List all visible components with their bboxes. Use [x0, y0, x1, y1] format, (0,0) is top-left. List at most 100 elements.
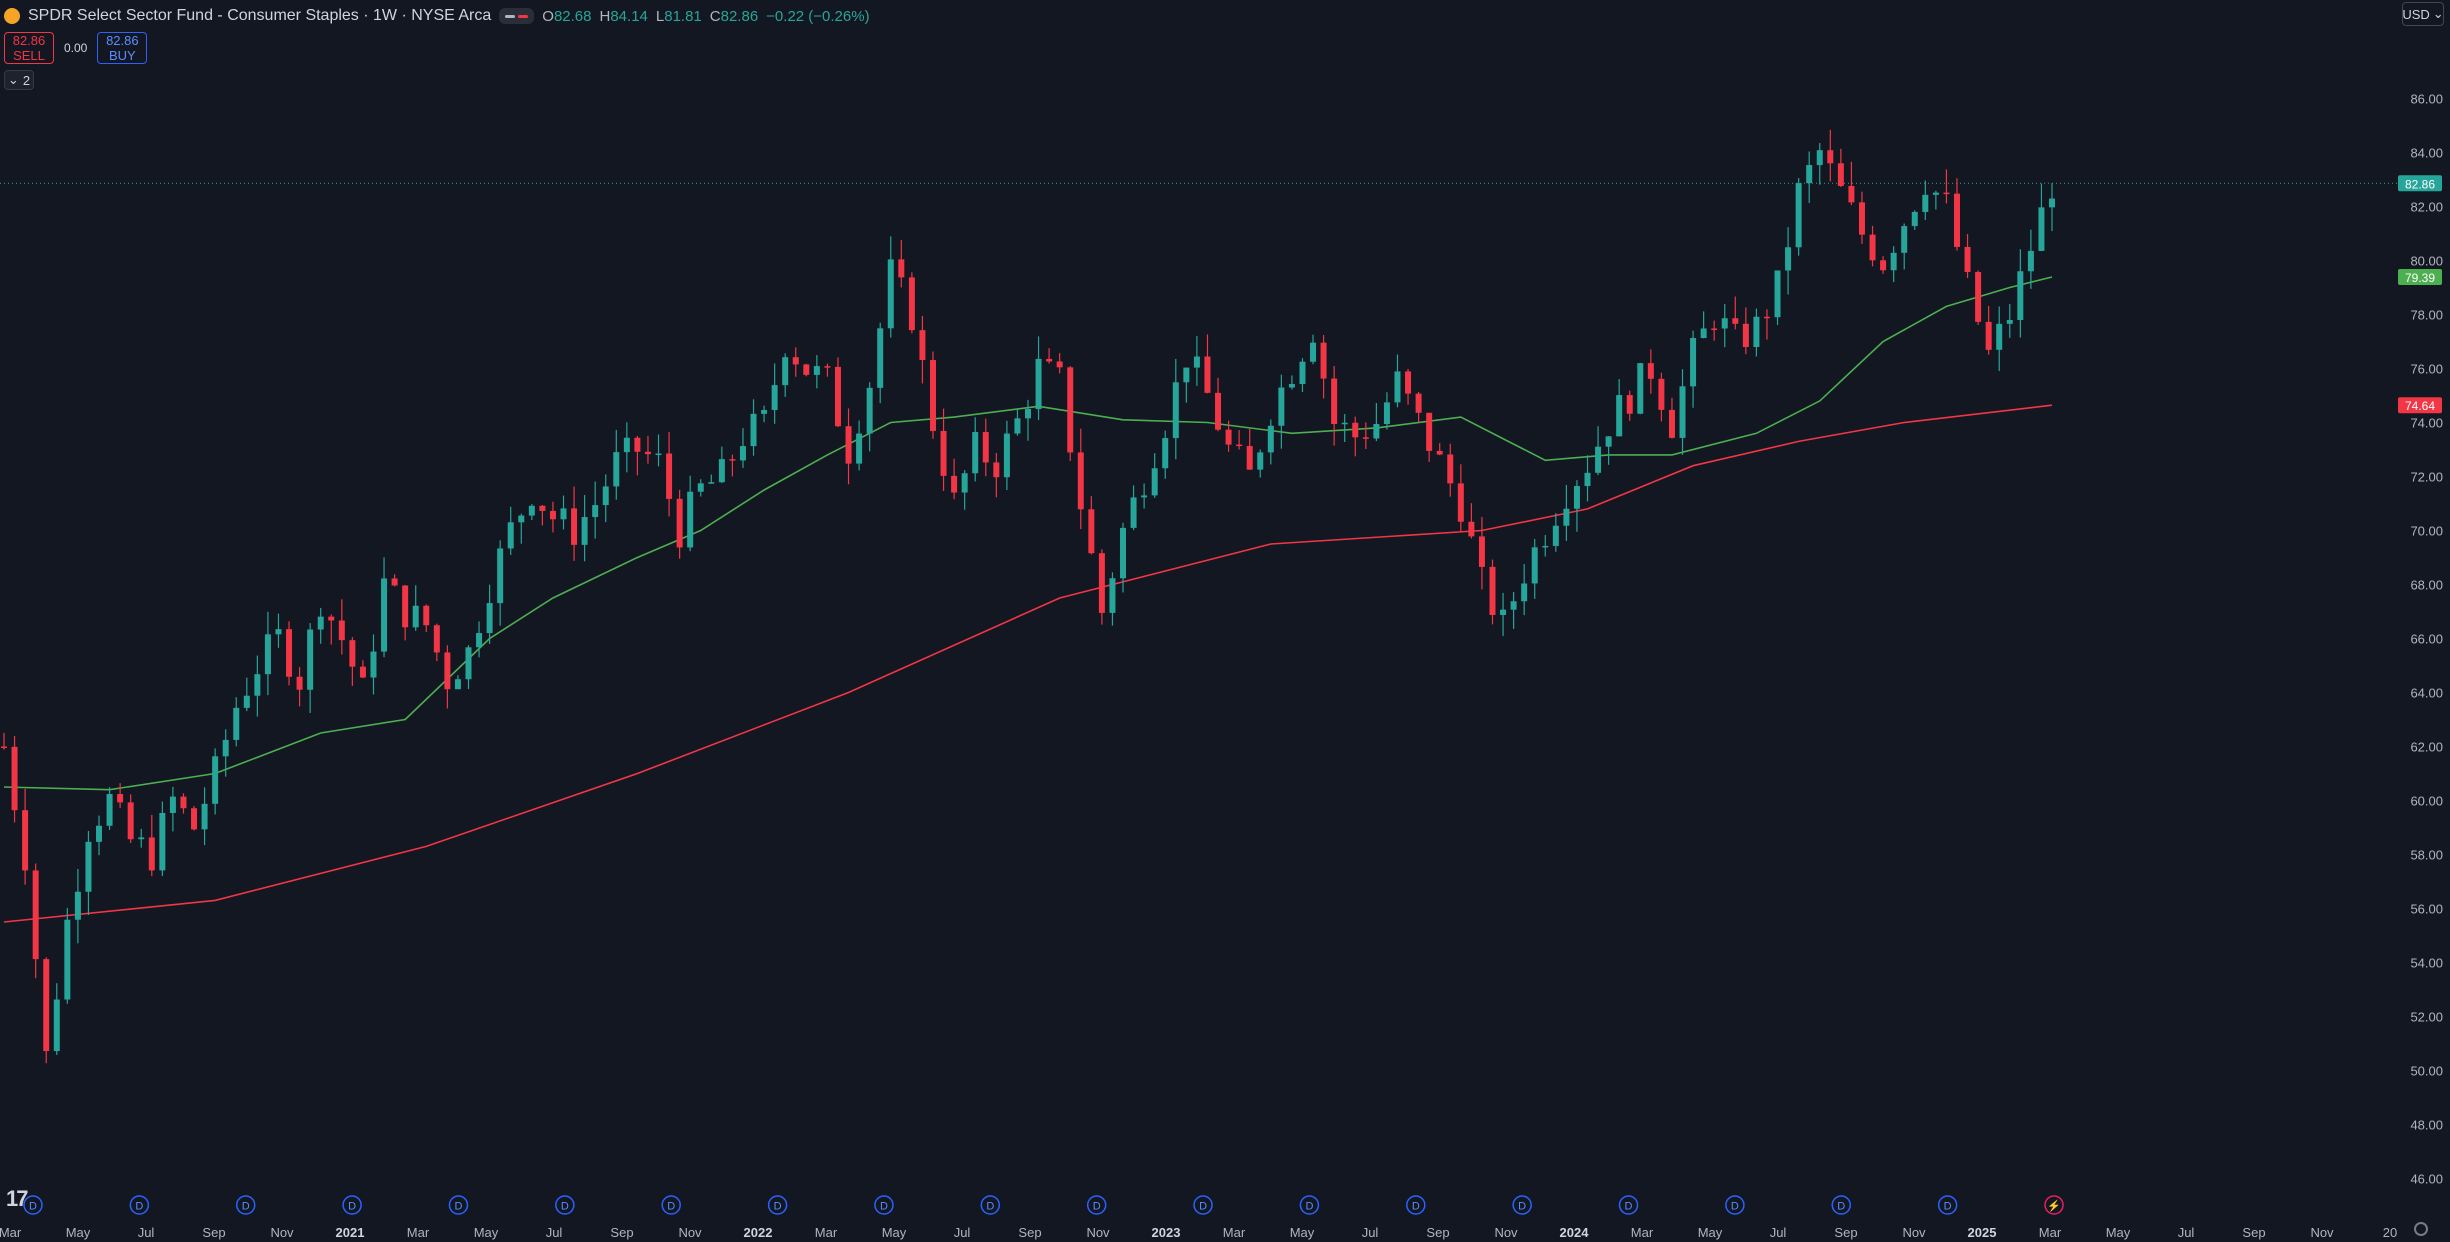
candle[interactable]: [1310, 334, 1317, 365]
candle[interactable]: [1595, 426, 1602, 476]
candle[interactable]: [845, 408, 852, 485]
candle[interactable]: [1700, 311, 1707, 339]
dividend-marker-icon[interactable]: D: [448, 1195, 469, 1215]
candle[interactable]: [560, 495, 567, 530]
candle[interactable]: [1816, 142, 1823, 185]
candle[interactable]: [1141, 483, 1148, 509]
candle[interactable]: [687, 475, 694, 552]
candle[interactable]: [1679, 369, 1686, 455]
dividend-marker-icon[interactable]: D: [129, 1195, 150, 1215]
candle[interactable]: [296, 667, 303, 707]
candle[interactable]: [951, 458, 958, 500]
candle[interactable]: [1278, 374, 1285, 449]
candle[interactable]: [1880, 256, 1887, 274]
candle[interactable]: [803, 363, 810, 377]
candle[interactable]: [2006, 303, 2013, 338]
candle[interactable]: [623, 422, 630, 473]
candle[interactable]: [1605, 436, 1612, 465]
dividend-marker-icon[interactable]: D: [1406, 1195, 1426, 1215]
candle[interactable]: [1151, 453, 1158, 498]
candle[interactable]: [877, 322, 884, 404]
buy-button[interactable]: 82.86 BUY: [97, 32, 148, 64]
candle[interactable]: [454, 675, 461, 690]
candle[interactable]: [644, 435, 651, 464]
candle[interactable]: [254, 655, 261, 717]
candle[interactable]: [359, 660, 366, 679]
candle[interactable]: [328, 614, 335, 645]
candle[interactable]: [1584, 455, 1591, 502]
candle[interactable]: [571, 486, 578, 561]
candle[interactable]: [1288, 375, 1295, 390]
candle[interactable]: [317, 607, 324, 644]
candle[interactable]: [856, 420, 863, 471]
candle[interactable]: [961, 470, 968, 510]
candle[interactable]: [465, 645, 472, 690]
dividend-marker-icon[interactable]: D: [555, 1195, 575, 1215]
candle[interactable]: [1415, 392, 1422, 423]
candle[interactable]: [1668, 397, 1675, 439]
candle[interactable]: [381, 557, 388, 658]
candle[interactable]: [1552, 513, 1559, 552]
earnings-flash-icon[interactable]: ⚡: [2044, 1195, 2064, 1215]
candle[interactable]: [1742, 307, 1749, 355]
candle[interactable]: [782, 353, 789, 397]
candle[interactable]: [1785, 227, 1792, 295]
dividend-marker-icon[interactable]: D: [1193, 1195, 1213, 1215]
candle[interactable]: [1478, 516, 1485, 590]
candle[interactable]: [159, 801, 166, 877]
candle[interactable]: [1035, 336, 1042, 420]
candle[interactable]: [106, 787, 113, 830]
candle[interactable]: [1837, 148, 1844, 187]
candle[interactable]: [402, 584, 409, 641]
candle[interactable]: [370, 634, 377, 695]
tradingview-logo-icon[interactable]: 17: [6, 1186, 29, 1211]
candle[interactable]: [476, 621, 483, 658]
candle[interactable]: [528, 504, 535, 521]
candle[interactable]: [1806, 151, 1813, 203]
candle[interactable]: [412, 585, 419, 631]
dividend-marker-icon[interactable]: D: [1618, 1195, 1639, 1215]
candle[interactable]: [486, 584, 493, 644]
dividend-marker-icon[interactable]: D: [767, 1195, 788, 1215]
candle[interactable]: [1658, 372, 1665, 422]
candle[interactable]: [275, 613, 282, 648]
candle[interactable]: [887, 236, 894, 338]
candle[interactable]: [43, 957, 50, 1064]
candle[interactable]: [1204, 334, 1211, 394]
candle[interactable]: [1922, 180, 1929, 220]
candle[interactable]: [1711, 320, 1718, 341]
candle[interactable]: [1088, 496, 1095, 555]
candle[interactable]: [1003, 420, 1010, 491]
candle[interactable]: [1510, 591, 1517, 629]
candle[interactable]: [191, 806, 198, 831]
market-status-icon[interactable]: [499, 8, 535, 24]
dividend-marker-icon[interactable]: D: [1512, 1195, 1532, 1215]
candle[interactable]: [201, 787, 208, 846]
candle[interactable]: [1120, 522, 1127, 593]
candle[interactable]: [908, 272, 915, 334]
candle[interactable]: [127, 794, 134, 843]
candle[interactable]: [1215, 377, 1222, 432]
candle[interactable]: [666, 432, 673, 517]
time-axis[interactable]: Mar May Jul Sep Nov 2021 Mar May Jul Sep Nov 2022 Ma…: [0, 1225, 2397, 1240]
candle[interactable]: [64, 907, 71, 1004]
candle[interactable]: [138, 828, 145, 848]
candle[interactable]: [1109, 572, 1116, 626]
candle[interactable]: [1721, 304, 1728, 348]
dividend-marker-icon[interactable]: D: [235, 1195, 256, 1215]
candle[interactable]: [1964, 234, 1971, 279]
candle[interactable]: [2049, 183, 2055, 232]
candle[interactable]: [1573, 480, 1580, 532]
settings-icon[interactable]: [2414, 1222, 2428, 1236]
candle[interactable]: [1542, 535, 1549, 557]
candle[interactable]: [1531, 538, 1538, 599]
candle[interactable]: [243, 677, 250, 712]
candle[interactable]: [634, 435, 641, 476]
dividend-marker-icon[interactable]: D: [342, 1195, 362, 1215]
candle[interactable]: [718, 446, 725, 484]
dividend-marker-icon[interactable]: D: [1086, 1195, 1107, 1215]
candle[interactable]: [1869, 225, 1876, 267]
candle[interactable]: [1025, 399, 1031, 441]
candle[interactable]: [761, 405, 768, 423]
candle[interactable]: [349, 637, 356, 686]
